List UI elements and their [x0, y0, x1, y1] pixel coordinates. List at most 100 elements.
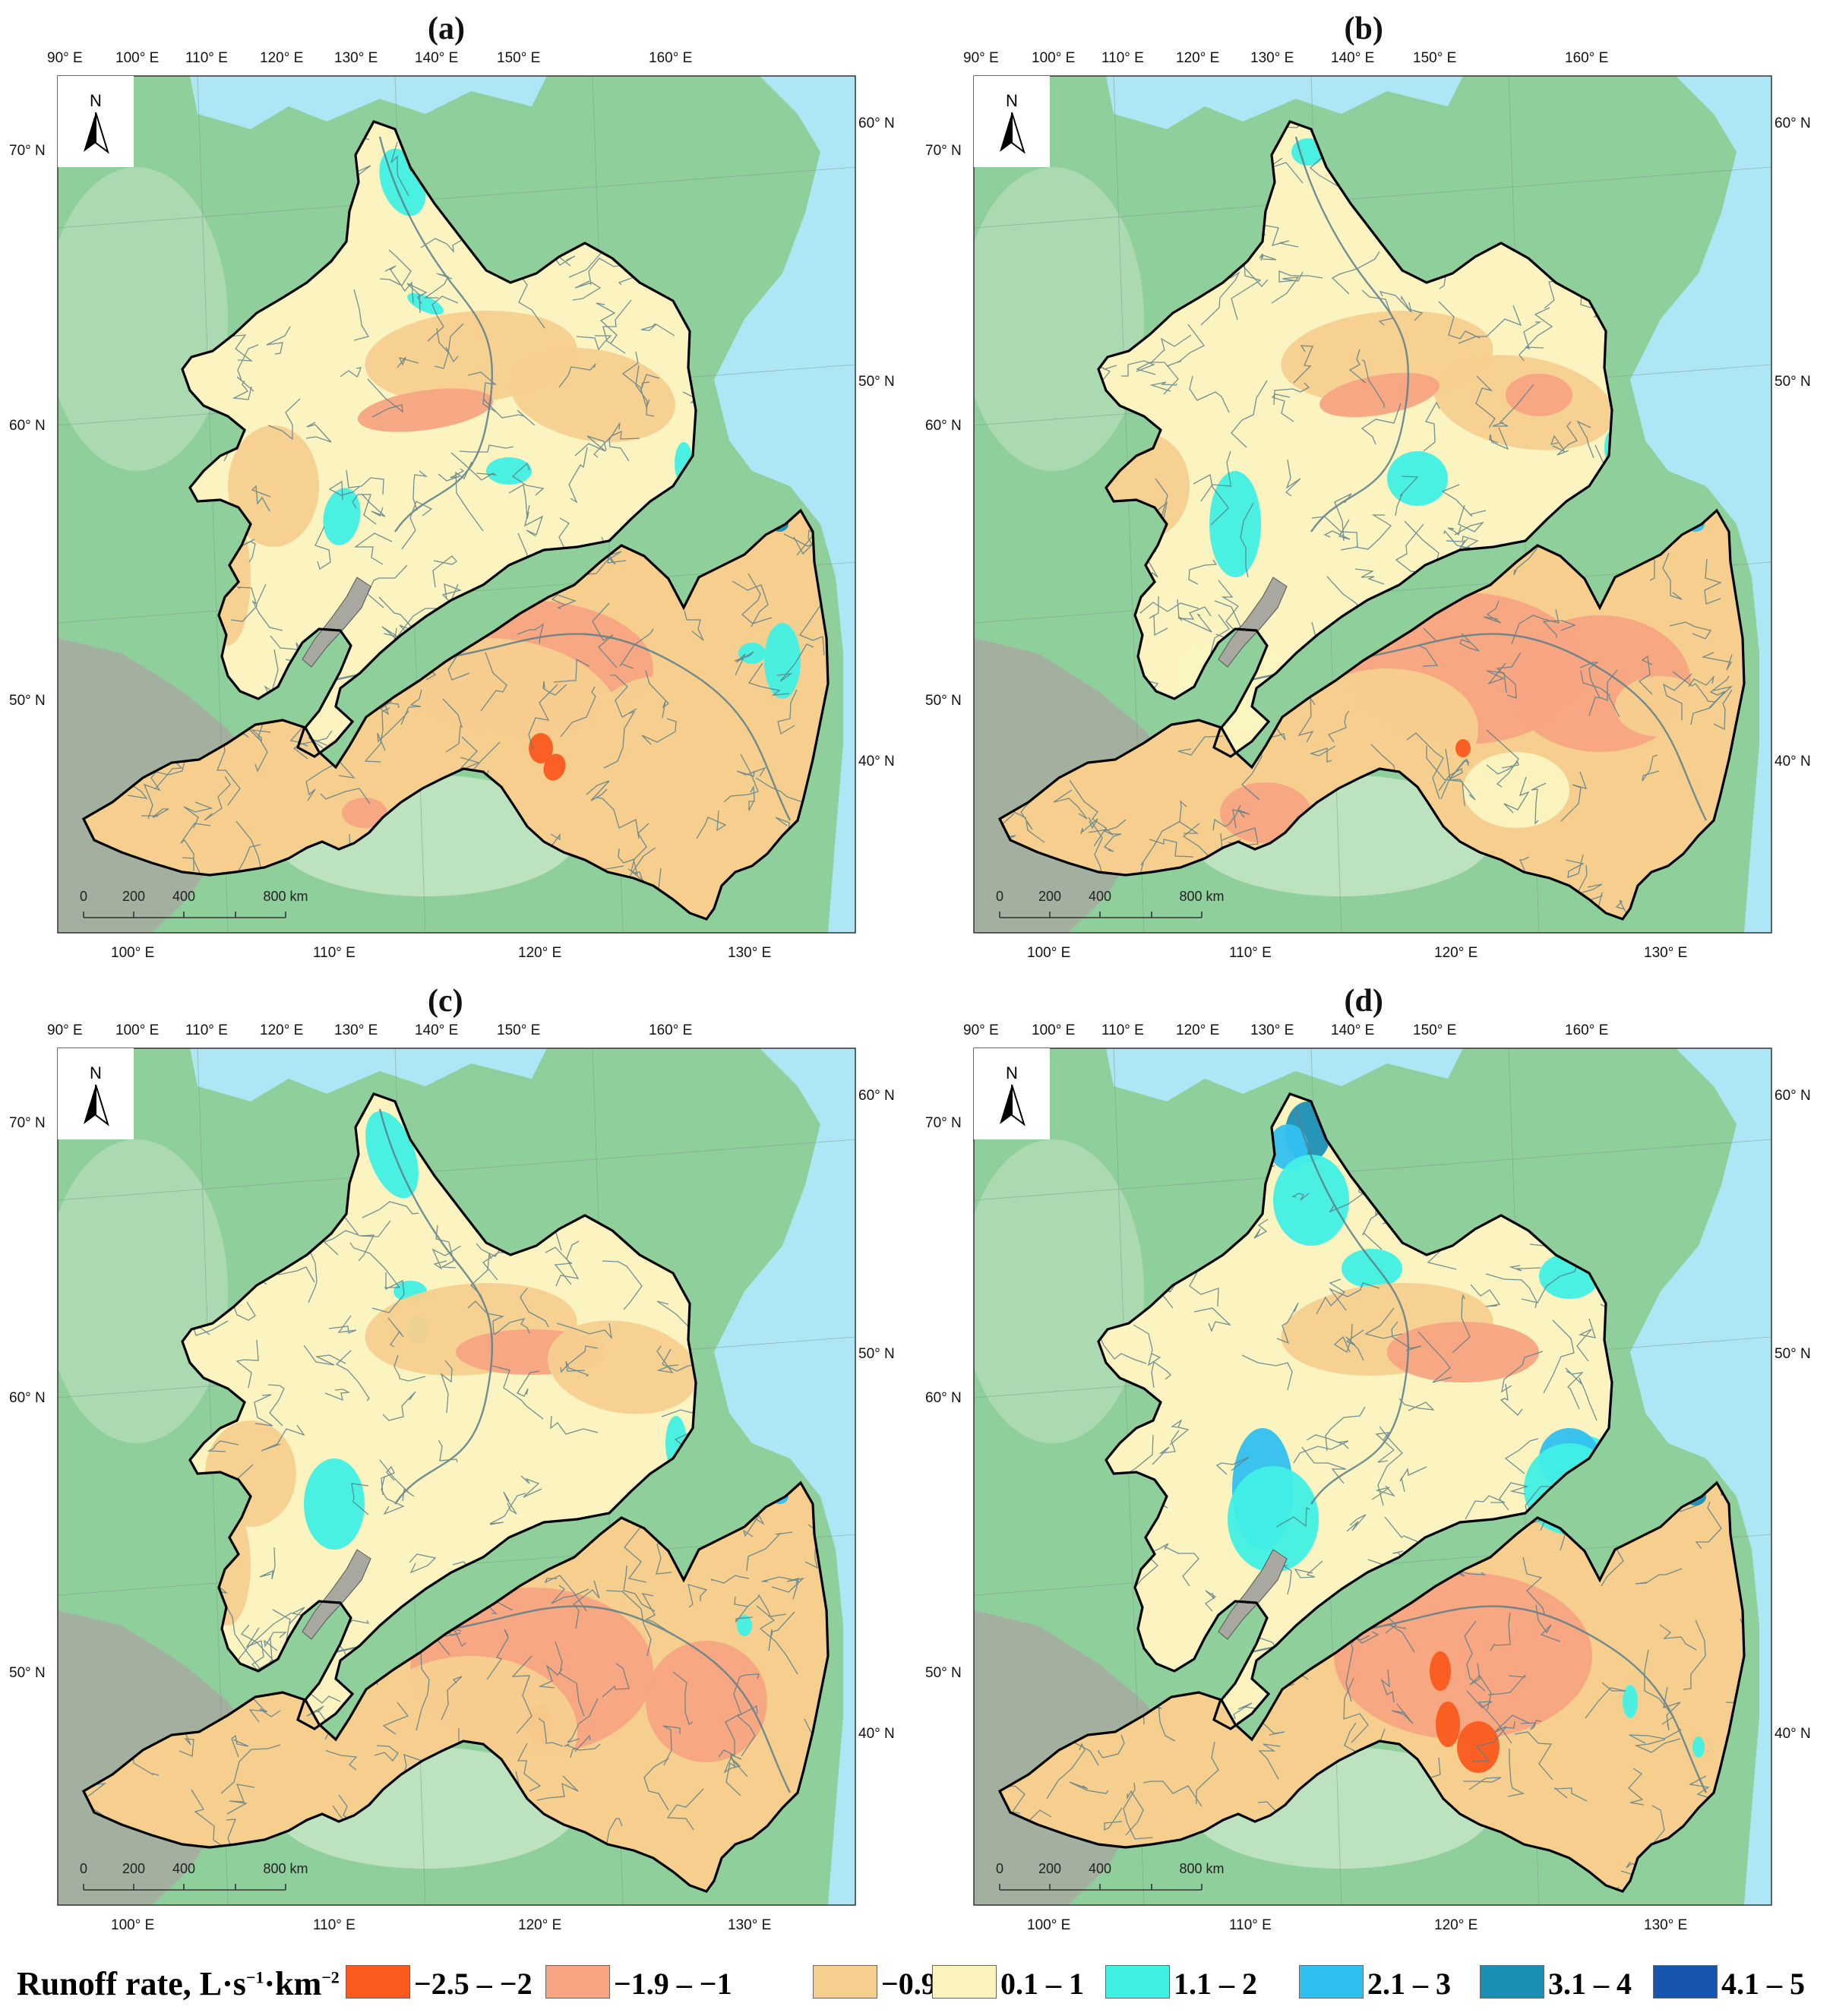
legend-swatch — [932, 1965, 997, 1999]
legend-label: 2.1 – 3 — [1367, 1967, 1451, 2001]
bottom-longitude-label: 100° E — [1027, 1917, 1071, 1933]
top-longitude-label: 100° E — [115, 50, 160, 66]
north-arrow-label: N — [1006, 1063, 1018, 1082]
relief-background — [58, 76, 855, 933]
runoff-zone — [1692, 1736, 1705, 1758]
legend-label: 1.1 – 2 — [1174, 1967, 1257, 2001]
runoff-zone — [510, 347, 675, 443]
legend: Runoff rate, L·s−1·km−2 −2.5 – −2 −1.9 – … — [0, 1952, 1833, 2013]
runoff-zone — [1615, 676, 1706, 737]
map-panel-c: N 0 200 400 800 km (c) 90° E 100° E 110° E 120° E… — [0, 972, 916, 1948]
scale-bar — [83, 1884, 286, 1891]
left-latitude-label: 60° N — [9, 1390, 46, 1406]
legend-swatch — [1299, 1965, 1364, 1999]
panel-label: (c) — [428, 984, 463, 1019]
top-longitude-label: 150° E — [1413, 50, 1457, 66]
runoff-zones — [1068, 138, 1706, 851]
bottom-longitude-label: 120° E — [1434, 1917, 1478, 1933]
legend-title-dot: · — [222, 1965, 233, 2002]
bottom-longitude-label: 130° E — [1644, 1917, 1688, 1933]
legend-swatch — [1653, 1965, 1718, 1999]
bottom-longitude-label: 110° E — [313, 945, 356, 961]
map-panel-b: N 0 200 400 800 km (b) 90° E 100° E 110° E 120° E… — [916, 0, 1833, 972]
runoff-zone — [529, 733, 553, 763]
top-longitude-label: 120° E — [260, 50, 304, 66]
legend-swatch — [346, 1965, 410, 1999]
bottom-longitude-label: 100° E — [111, 945, 155, 961]
top-longitude-label: 160° E — [649, 1022, 693, 1038]
right-latitude-label: 40° N — [1775, 754, 1811, 769]
top-longitude-label: 120° E — [1176, 50, 1220, 66]
top-longitude-label: 120° E — [260, 1022, 304, 1038]
runoff-zone — [1319, 372, 1440, 418]
scale-bar-label: 200 — [122, 1861, 145, 1876]
north-arrow-icon: N — [974, 76, 1050, 167]
bottom-longitude-label: 130° E — [728, 1917, 772, 1933]
top-longitude-label: 90° E — [47, 1022, 83, 1038]
runoff-zones — [114, 1111, 789, 1831]
pacific-sea — [1630, 1048, 1771, 1905]
legend-label: 3.1 – 4 — [1548, 1967, 1632, 2001]
arctic-sea — [1106, 1048, 1463, 1101]
left-latitude-label: 50° N — [9, 693, 46, 709]
relief-background — [58, 1048, 855, 1905]
scale-bar — [999, 1884, 1203, 1891]
right-latitude-label: 40° N — [858, 1726, 895, 1742]
runoff-zone — [1387, 1322, 1539, 1382]
north-arrow-icon: N — [58, 1048, 134, 1139]
bottom-longitude-label: 110° E — [1229, 945, 1272, 961]
lowland-relief — [974, 167, 1144, 471]
lowland-relief — [974, 1139, 1144, 1443]
runoff-zone — [1457, 1721, 1500, 1773]
legend-title-exp2: −2 — [321, 1967, 340, 1987]
scale-bar-label: 800 km — [263, 1861, 308, 1876]
lowland-relief — [58, 1139, 228, 1443]
top-longitude-label: 110° E — [185, 50, 228, 66]
top-longitude-label: 140° E — [415, 1022, 459, 1038]
top-longitude-label: 160° E — [1565, 50, 1609, 66]
top-longitude-label: 100° E — [1032, 50, 1076, 66]
runoff-zone — [1430, 1651, 1451, 1691]
lowland-relief — [58, 167, 228, 471]
scale-bar — [999, 912, 1203, 918]
runoff-zone — [323, 488, 361, 545]
runoff-zone — [1068, 790, 1250, 851]
pacific-sea — [714, 1048, 855, 1905]
map-frame — [57, 75, 856, 934]
top-longitude-label: 130° E — [334, 50, 378, 66]
south-basin-border — [81, 1480, 830, 1893]
panel-label: (a) — [428, 11, 465, 46]
runoff-zone — [1030, 1755, 1258, 1831]
runoff-zone — [1273, 1155, 1349, 1246]
runoff-zone — [486, 457, 532, 485]
runoff-zone — [1455, 739, 1471, 757]
lake-baikal — [302, 577, 371, 668]
map-svg: N 0 200 400 800 km — [973, 1047, 1772, 1906]
left-latitude-label: 50° N — [925, 693, 962, 709]
map-frame — [973, 1047, 1772, 1906]
south-basin-border — [997, 508, 1746, 921]
bottom-longitude-label: 120° E — [518, 1917, 562, 1933]
runoff-zone — [1463, 752, 1569, 828]
runoff-zone — [1623, 1685, 1638, 1718]
top-longitude-label: 120° E — [1176, 1022, 1220, 1038]
runoff-zone — [228, 425, 319, 547]
map-svg: N 0 200 400 800 km — [57, 1047, 856, 1906]
relief-background — [974, 1048, 1771, 1905]
top-longitude-label: 130° E — [1250, 1022, 1294, 1038]
scale-bar-label: 800 km — [263, 889, 308, 904]
scale-bar-label: 0 — [80, 889, 87, 904]
runoff-zone — [342, 798, 387, 828]
legend-title: Runoff rate, L·s−1·km−2 — [17, 1964, 340, 2003]
left-latitude-label: 70° N — [925, 1115, 962, 1131]
left-latitude-label: 70° N — [9, 1115, 46, 1131]
top-longitude-label: 160° E — [1565, 1022, 1609, 1038]
legend-title-exp1: −1 — [245, 1967, 264, 1987]
legend-label: 0.1 – 1 — [1000, 1967, 1084, 2001]
scale-bar-label: 400 — [1089, 1861, 1111, 1876]
bottom-longitude-label: 130° E — [728, 945, 772, 961]
scale-bar-label: 0 — [996, 889, 1003, 904]
bottom-longitude-label: 110° E — [1229, 1917, 1272, 1933]
north-basin-border — [181, 120, 697, 758]
scale-bar-label: 800 km — [1179, 1861, 1224, 1876]
